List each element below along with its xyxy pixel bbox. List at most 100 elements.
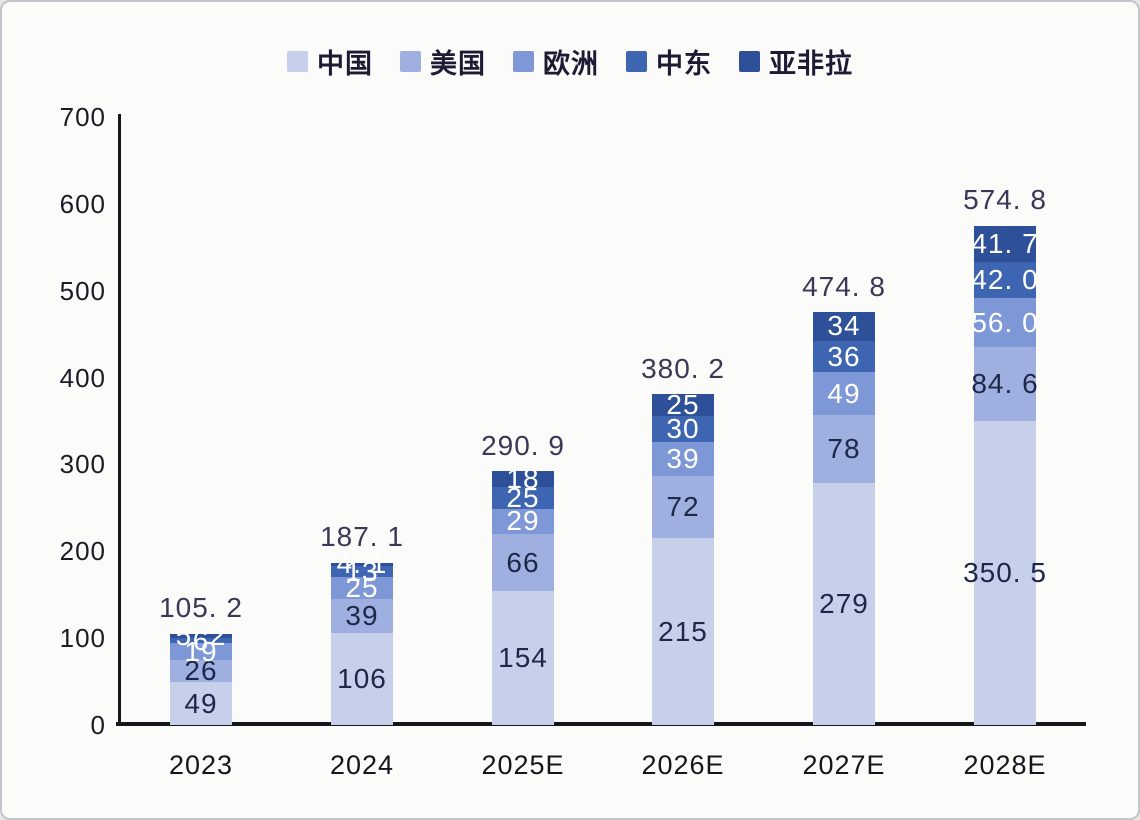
bar-segment-china-2024: 106 bbox=[331, 632, 393, 725]
segment-value-label: 215 bbox=[658, 615, 708, 647]
x-axis-label-2023: 2023 bbox=[168, 750, 234, 780]
bar-2028E: 350. 5 84. 6 56. 0 42. 0 41. 7 574. 8 bbox=[963, 184, 1046, 725]
bar-segment-asia-africa-latam-2025E: 18 bbox=[492, 465, 554, 493]
segment-value-label: 78 bbox=[827, 432, 861, 464]
bar-segment-asia-africa-latam-2027E: 34 bbox=[813, 310, 875, 342]
bar-total-label-2025E: 290. 9 bbox=[481, 430, 565, 462]
legend-item-asia-africa-latam: 亚非拉 bbox=[739, 42, 853, 81]
x-axis-label-2027E: 2027E bbox=[802, 750, 886, 780]
y-tick-100: 100 bbox=[59, 623, 106, 654]
bar-segment-middle-east-2028E: 42. 0 bbox=[971, 262, 1039, 299]
bar-segment-europe-2023: 19 bbox=[170, 637, 232, 665]
plot-area: 49 26 19 6 5. 2 105. 2 106 39 25 13 4. 1 187. 1 154 6… bbox=[120, 117, 1085, 725]
bar-segment-europe-2024: 25 bbox=[331, 572, 393, 604]
bar-segment-europe-2025E: 29 bbox=[492, 505, 554, 537]
x-axis-label-2028E: 2028E bbox=[963, 750, 1047, 780]
legend-swatch-usa-icon bbox=[400, 51, 421, 72]
segment-value-label: 154 bbox=[498, 642, 548, 674]
bar-2025E: 154 66 29 25 18 290. 9 bbox=[481, 430, 564, 725]
segment-value-label: 72 bbox=[666, 491, 700, 522]
y-tick-200: 200 bbox=[59, 536, 106, 567]
legend-label-middle-east: 中东 bbox=[656, 49, 712, 79]
legend-label-usa: 美国 bbox=[430, 49, 486, 79]
legend-swatch-europe-icon bbox=[513, 51, 534, 72]
legend-swatch-middle-east-icon bbox=[626, 51, 647, 72]
bar-segment-middle-east-2024: 13 bbox=[331, 557, 393, 585]
x-axis-label-2026E: 2026E bbox=[641, 750, 725, 780]
bar-segment-middle-east-2023: 6 bbox=[170, 626, 232, 654]
bar-segment-middle-east-2025E: 25 bbox=[492, 481, 554, 513]
bar-segment-usa-2028E: 84. 6 bbox=[971, 347, 1039, 421]
bar-segment-usa-2024: 39 bbox=[331, 599, 393, 633]
bar-total-label-2024: 187. 1 bbox=[320, 520, 404, 552]
segment-value-label: 279 bbox=[819, 587, 869, 619]
segment-value-label: 106 bbox=[337, 662, 387, 694]
segment-value-label: 25 bbox=[506, 481, 540, 513]
legend-swatch-asia-africa-latam-icon bbox=[739, 51, 760, 72]
y-tick-300: 300 bbox=[59, 449, 106, 480]
segment-value-label: 36 bbox=[827, 340, 861, 372]
bar-total-label-2026E: 380. 2 bbox=[641, 352, 725, 384]
segment-value-label: 30 bbox=[666, 412, 700, 444]
segment-value-label: 84. 6 bbox=[971, 367, 1039, 399]
bar-total-label-2027E: 474. 8 bbox=[802, 270, 886, 302]
legend-item-usa: 美国 bbox=[400, 42, 486, 81]
segment-value-label: 56. 0 bbox=[971, 306, 1039, 338]
bar-segment-china-2025E: 154 bbox=[492, 591, 554, 725]
bar-segment-europe-2026E: 39 bbox=[652, 441, 714, 476]
legend-item-china: 中国 bbox=[287, 42, 373, 81]
legend-label-asia-africa-latam: 亚非拉 bbox=[769, 49, 853, 79]
bar-segment-europe-2027E: 49 bbox=[813, 372, 875, 415]
bar-segment-middle-east-2026E: 30 bbox=[652, 412, 714, 444]
bar-segment-china-2026E: 215 bbox=[652, 538, 714, 725]
bar-segment-asia-africa-latam-2028E: 41. 7 bbox=[971, 225, 1039, 263]
chart-legend: 中国 美国 欧洲 中东 亚非拉 bbox=[2, 42, 1138, 81]
bar-segment-china-2023: 49 bbox=[170, 682, 232, 725]
bar-segment-usa-2027E: 78 bbox=[813, 414, 875, 483]
x-axis-label-2025E: 2025E bbox=[481, 750, 565, 780]
segment-value-label: 42. 0 bbox=[971, 264, 1039, 296]
bar-2026E: 215 72 39 30 25 380. 2 bbox=[641, 353, 724, 725]
segment-value-label: 49 bbox=[827, 377, 861, 409]
bar-segment-usa-2023: 26 bbox=[170, 655, 232, 687]
segment-value-label: 41. 7 bbox=[971, 227, 1039, 259]
bar-segment-asia-africa-latam-2023: 5. 2 bbox=[170, 621, 232, 649]
segment-value-label: 34 bbox=[827, 310, 861, 342]
bar-segment-usa-2025E: 66 bbox=[492, 533, 554, 592]
y-tick-0: 0 bbox=[90, 710, 106, 740]
segment-value-label: 25 bbox=[345, 572, 379, 604]
bar-total-label-2023: 105. 2 bbox=[159, 591, 243, 623]
bar-2023: 49 26 19 6 5. 2 105. 2 bbox=[159, 592, 242, 725]
bar-2027E: 279 78 49 36 34 474. 8 bbox=[802, 271, 885, 725]
x-axis-label-2024: 2024 bbox=[329, 750, 395, 780]
bar-segment-middle-east-2027E: 36 bbox=[813, 340, 875, 373]
legend-swatch-china-icon bbox=[287, 51, 308, 72]
bar-segment-europe-2028E: 56. 0 bbox=[971, 298, 1039, 348]
y-tick-600: 600 bbox=[59, 188, 106, 219]
segment-value-label: 49 bbox=[184, 687, 218, 719]
y-tick-500: 500 bbox=[59, 275, 106, 306]
legend-item-europe: 欧洲 bbox=[513, 42, 599, 81]
x-axis-line bbox=[116, 722, 1086, 726]
bar-segment-china-2027E: 279 bbox=[813, 482, 875, 725]
segment-value-label: 25 bbox=[666, 388, 700, 420]
segment-value-label: 350. 5 bbox=[963, 556, 1047, 588]
bar-segment-asia-africa-latam-2026E: 25 bbox=[652, 388, 714, 420]
y-tick-700: 700 bbox=[59, 102, 106, 132]
bar-2024: 106 39 25 13 4. 1 187. 1 bbox=[320, 521, 403, 725]
segment-value-label: 39 bbox=[666, 442, 700, 474]
segment-value-label: 29 bbox=[506, 505, 540, 537]
legend-label-europe: 欧洲 bbox=[543, 49, 599, 79]
y-tick-400: 400 bbox=[59, 362, 106, 393]
legend-label-china: 中国 bbox=[317, 49, 373, 79]
bar-segment-china-2028E: 350. 5 bbox=[963, 420, 1046, 725]
segment-value-label: 39 bbox=[345, 600, 379, 631]
y-axis-line bbox=[118, 114, 121, 726]
bar-segment-usa-2026E: 72 bbox=[652, 475, 714, 539]
bar-total-label-2028E: 574. 8 bbox=[963, 183, 1047, 215]
legend-item-middle-east: 中东 bbox=[626, 42, 712, 81]
segment-value-label: 26 bbox=[184, 655, 218, 687]
bar-segment-asia-africa-latam-2024: 4. 1 bbox=[331, 550, 393, 578]
segment-value-label: 66 bbox=[506, 546, 540, 578]
